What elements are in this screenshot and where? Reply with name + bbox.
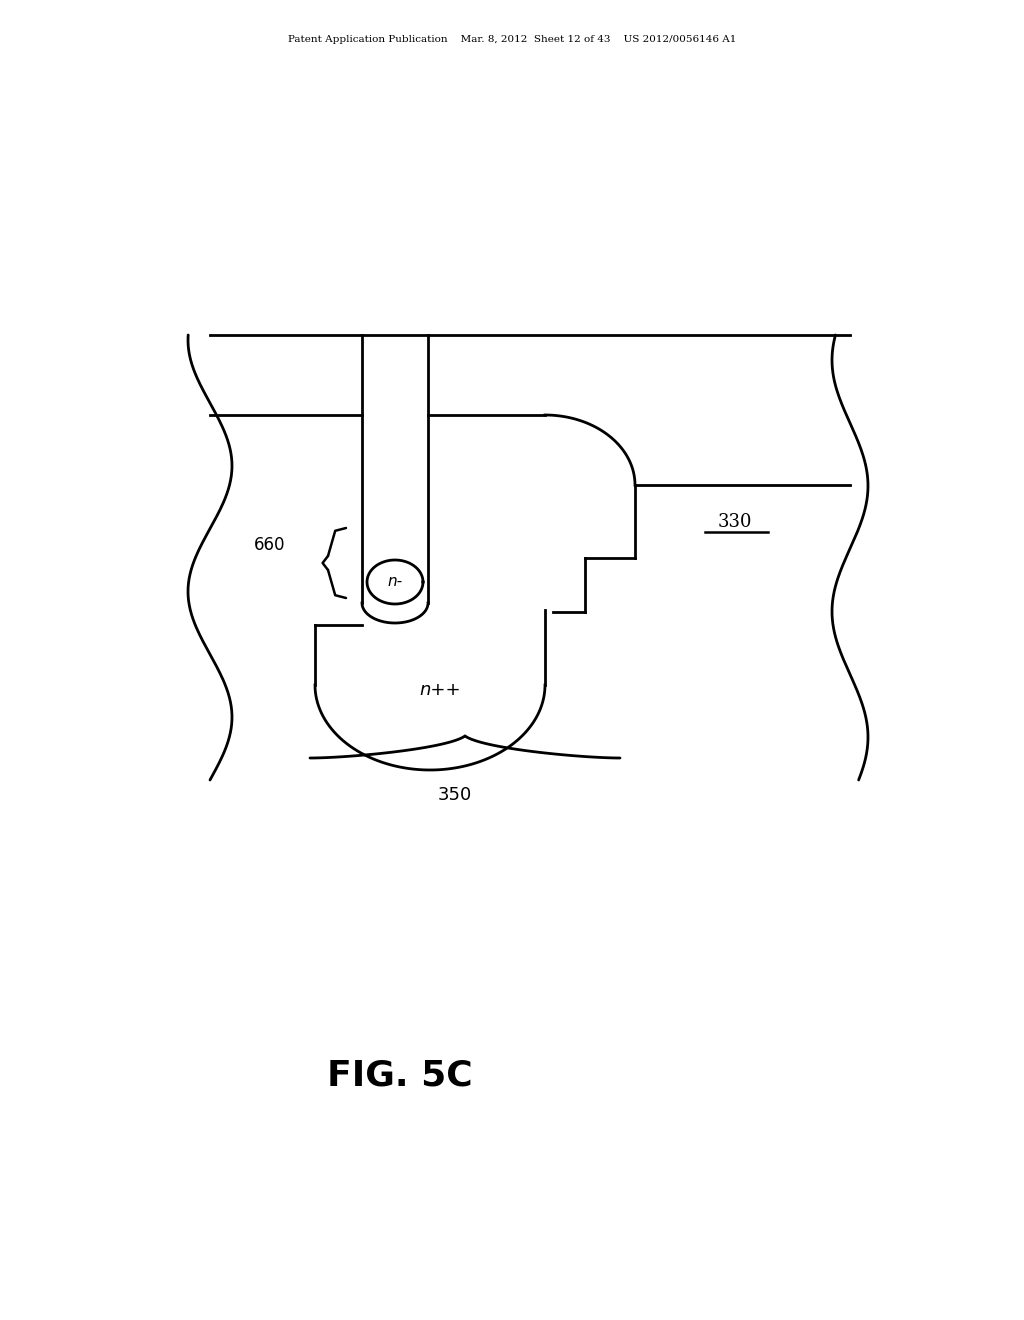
Text: FIG. 5C: FIG. 5C: [328, 1059, 473, 1092]
Text: 660: 660: [254, 536, 285, 554]
Text: 330: 330: [718, 513, 753, 531]
Text: n++: n++: [419, 681, 461, 700]
Text: Patent Application Publication    Mar. 8, 2012  Sheet 12 of 43    US 2012/005614: Patent Application Publication Mar. 8, 2…: [288, 36, 736, 44]
Text: 350: 350: [438, 785, 472, 804]
Text: n-: n-: [387, 574, 402, 590]
